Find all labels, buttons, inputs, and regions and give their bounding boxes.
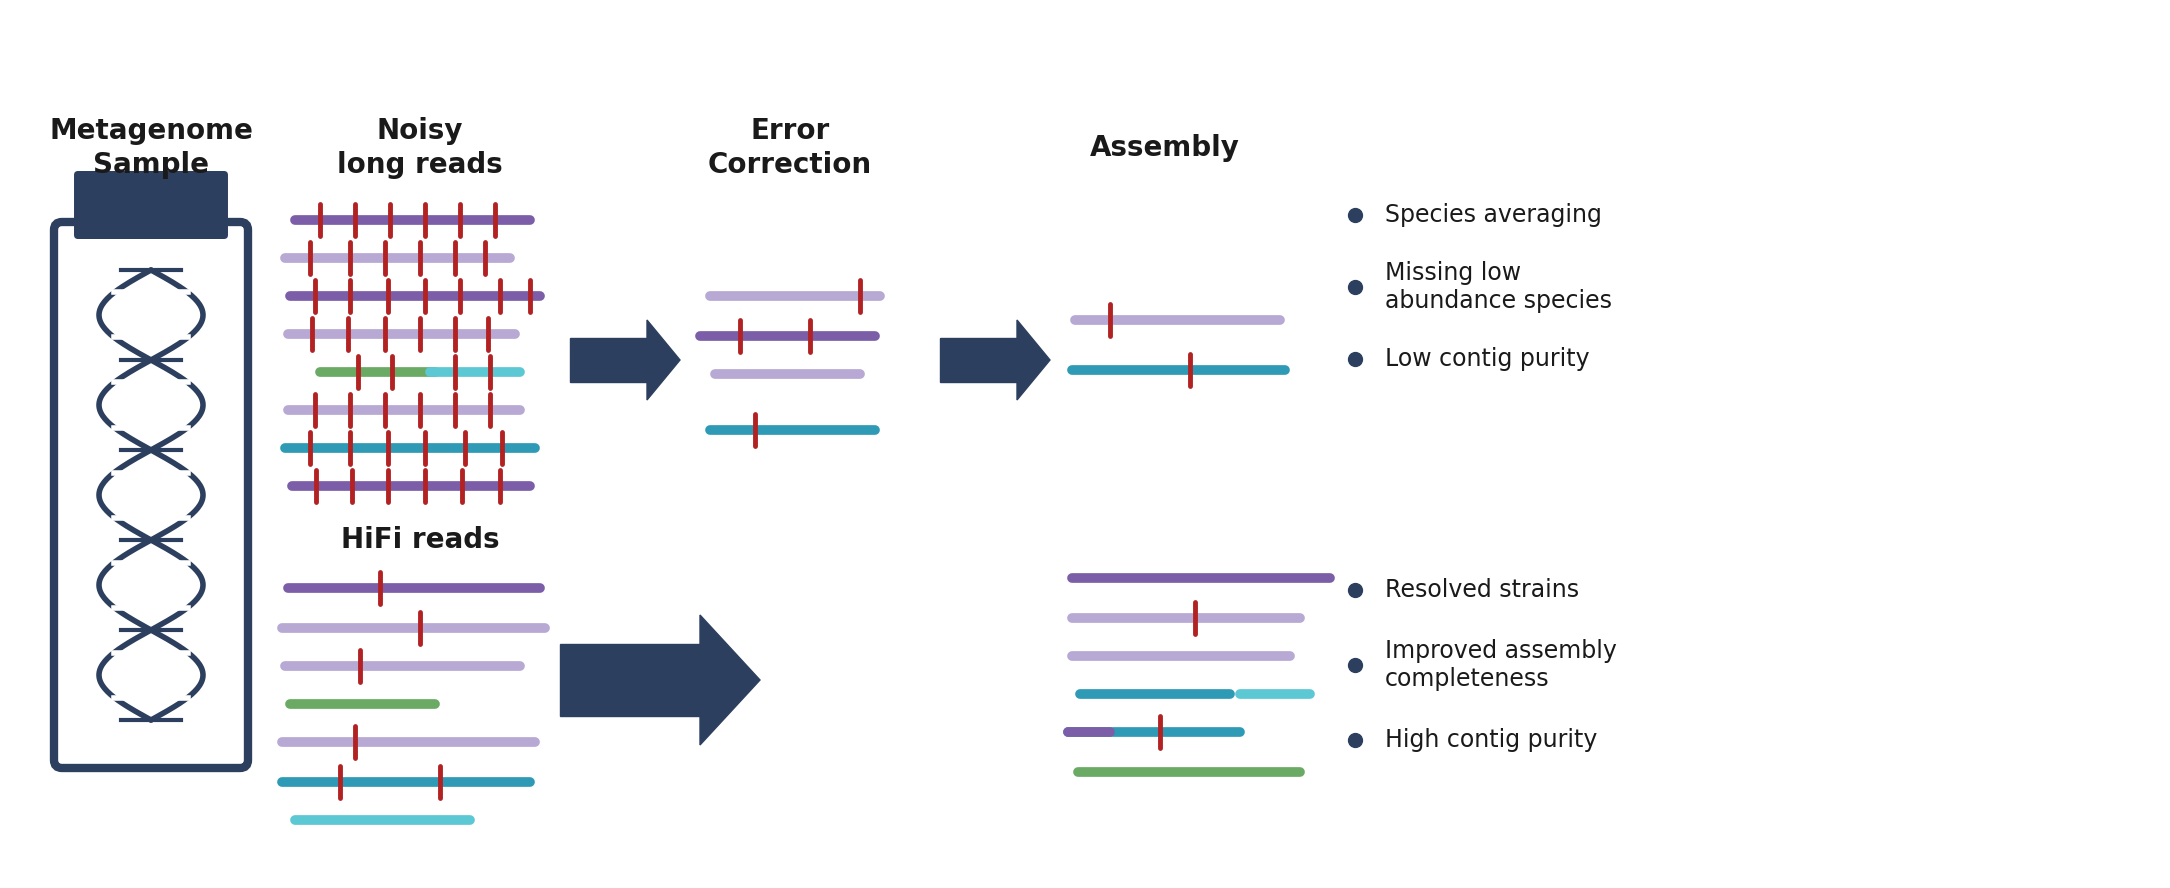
Polygon shape (647, 320, 679, 400)
Polygon shape (940, 338, 1018, 382)
Polygon shape (1018, 320, 1050, 400)
Polygon shape (701, 615, 759, 745)
Text: High contig purity: High contig purity (1384, 728, 1597, 752)
Text: Metagenome
Sample: Metagenome Sample (50, 116, 254, 179)
Text: Low contig purity: Low contig purity (1384, 347, 1591, 371)
Text: Error
Correction: Error Correction (707, 116, 872, 179)
Text: Species averaging: Species averaging (1384, 203, 1601, 227)
Text: Assembly: Assembly (1089, 134, 1239, 162)
FancyBboxPatch shape (54, 222, 247, 768)
Text: Improved assembly
completeness: Improved assembly completeness (1384, 638, 1617, 692)
Polygon shape (560, 645, 701, 716)
Polygon shape (571, 338, 647, 382)
Text: Missing low
abundance species: Missing low abundance species (1384, 260, 1612, 313)
Text: HiFi reads: HiFi reads (341, 526, 499, 554)
FancyBboxPatch shape (74, 171, 228, 239)
Text: Noisy
long reads: Noisy long reads (336, 116, 503, 179)
Text: Resolved strains: Resolved strains (1384, 578, 1580, 602)
